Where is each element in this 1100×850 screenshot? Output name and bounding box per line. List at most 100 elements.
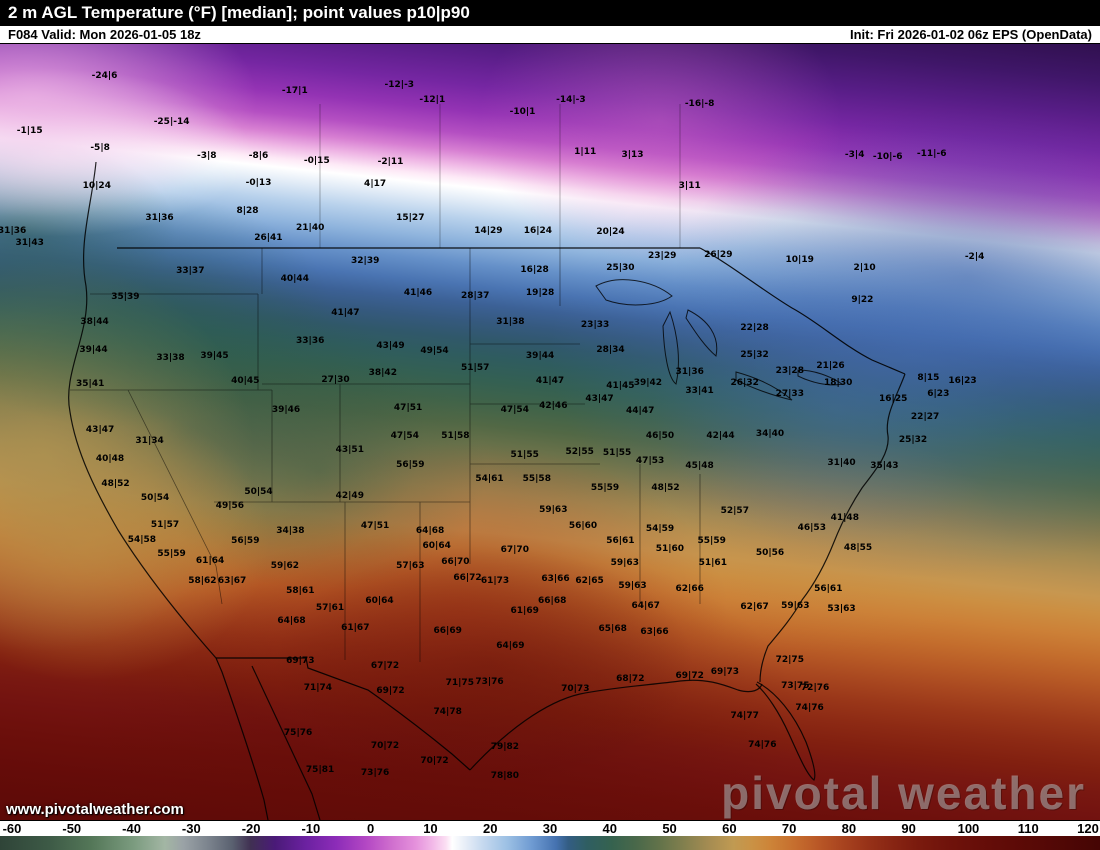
point-value: 25|32 (740, 350, 769, 361)
point-value: 56|59 (396, 460, 425, 471)
brand-watermark: pivotal weather (721, 767, 1086, 819)
point-value: 4|17 (364, 178, 387, 189)
point-value: 75|81 (305, 765, 335, 776)
point-value: 73|76 (475, 676, 504, 687)
point-value: 43|47 (85, 424, 115, 435)
point-value: 8|28 (236, 205, 259, 216)
point-value: 10|24 (82, 181, 111, 191)
point-value: 3|11 (678, 181, 701, 191)
point-value: 51|58 (441, 430, 470, 441)
point-value: -5|8 (90, 142, 110, 153)
point-value: 1|11 (574, 146, 597, 157)
point-value: 69|73 (286, 655, 315, 666)
colorbar-tick-label: -30 (181, 821, 201, 836)
point-value: 55|58 (522, 474, 551, 485)
point-value: 23|29 (648, 250, 677, 261)
colorbar-tick-label: 70 (781, 821, 797, 836)
point-value: 47|51 (393, 402, 423, 413)
gulf-coastline (469, 679, 763, 771)
point-value: 43|47 (585, 393, 614, 404)
point-value: 59|62 (270, 561, 300, 572)
point-value: -10|1 (509, 107, 536, 118)
point-value: 50|54 (140, 492, 170, 503)
geography-borders (68, 104, 906, 820)
colorbar-tick-label: 110 (1017, 821, 1039, 836)
colorbar-tick-label: 100 (957, 821, 980, 836)
point-value: 46|53 (797, 523, 826, 534)
us-mexico-border (216, 657, 471, 771)
point-value: 67|70 (500, 544, 529, 555)
point-value: 6|23 (927, 388, 950, 399)
point-value: 59|63 (781, 600, 810, 611)
point-value: 54|59 (645, 524, 675, 534)
point-value: 41|48 (830, 513, 859, 524)
point-value: 75|76 (283, 728, 313, 739)
colorbar-gradient (0, 836, 1100, 850)
point-value: -0|13 (245, 177, 272, 188)
point-value: 35|39 (111, 291, 140, 302)
point-value: 52|55 (565, 447, 594, 458)
point-value: 61|73 (480, 575, 510, 586)
colorbar-tick-label: 90 (901, 821, 916, 836)
point-value: 14|29 (474, 226, 503, 237)
point-value: -12|-3 (384, 80, 415, 91)
point-value: 56|61 (606, 535, 635, 546)
point-value: 31|36 (145, 212, 174, 223)
point-value: 25|32 (898, 434, 928, 445)
point-value: 63|67 (217, 575, 247, 586)
point-value: 71|75 (445, 677, 474, 688)
great-lakes-outline (595, 279, 844, 401)
point-value: 59|63 (618, 580, 647, 591)
point-value: 16|25 (879, 393, 908, 404)
point-value: 47|54 (500, 405, 529, 416)
point-value: 3|13 (621, 149, 644, 160)
pacific-coastline (68, 161, 217, 659)
point-value: 18|30 (824, 378, 853, 389)
point-value: 26|41 (254, 233, 283, 243)
point-value: 31|43 (15, 237, 44, 248)
point-value: 42|49 (335, 490, 364, 501)
point-value: 57|61 (315, 603, 345, 614)
point-value: 16|24 (523, 226, 553, 237)
point-value: 68|72 (616, 673, 645, 684)
point-value: 57|63 (396, 561, 425, 572)
point-value: 31|36 (675, 367, 704, 378)
point-value: 60|64 (365, 596, 394, 607)
point-value: 27|30 (321, 375, 350, 385)
point-value: 21|40 (296, 222, 325, 233)
point-value: 51|55 (602, 447, 632, 458)
colorbar-tick-label: -20 (241, 821, 261, 836)
point-value: 70|73 (561, 683, 590, 694)
point-value: -17|1 (281, 86, 308, 97)
point-value: 70|72 (370, 741, 400, 752)
point-value: 22|28 (740, 323, 769, 334)
point-value: 40|48 (95, 454, 125, 465)
colorbar-tick-label: 120 (1077, 821, 1099, 836)
point-value: 79|82 (490, 742, 520, 753)
point-value: 34|40 (755, 429, 785, 440)
point-value: 78|80 (490, 770, 520, 781)
point-value: 66|70 (441, 557, 470, 568)
point-value: 62|65 (575, 575, 604, 586)
point-value: 42|46 (539, 400, 568, 411)
point-value: 32|39 (351, 256, 380, 267)
point-value: 55|59 (157, 548, 186, 559)
point-value: 63|66 (640, 627, 669, 638)
map-area: -24|6 -17|1 -12|-3 -12|1 -14|-3 -10|1 -16|-8 -2… (0, 44, 1100, 820)
point-value: 39|44 (525, 350, 555, 361)
point-value: 38|44 (80, 316, 109, 327)
us-canada-border (117, 247, 906, 375)
point-value: 56|61 (814, 583, 843, 594)
point-value: -2|4 (964, 251, 985, 262)
colorbar-tick-label: -60 (2, 821, 22, 836)
colorbar-tick-label: 0 (367, 821, 375, 836)
point-value: 56|59 (231, 535, 260, 546)
point-value: 59|63 (610, 558, 639, 569)
colorbar-tick-label: 60 (722, 821, 737, 836)
point-value: 33|37 (176, 266, 205, 277)
point-value: 49|56 (215, 500, 245, 511)
point-value: 28|34 (596, 344, 625, 355)
point-value: 62|66 (675, 583, 704, 594)
point-value: 51|57 (150, 520, 180, 531)
